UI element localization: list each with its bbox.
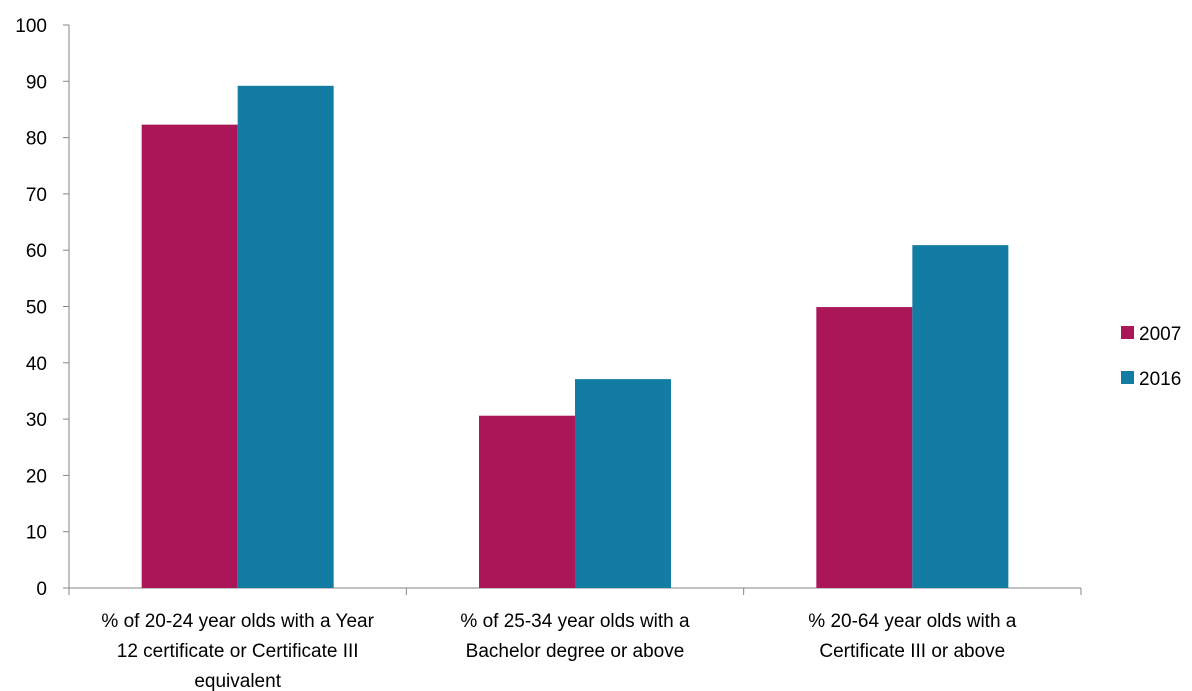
bar-2007-1 <box>141 124 238 588</box>
y-tick-label: 10 <box>26 523 47 544</box>
category-labels: % of 20-24 year olds with a Year 12 certi… <box>101 611 1016 691</box>
y-tick-label: 90 <box>26 72 47 93</box>
category-label: % 20-64 year olds with a Certificate III … <box>808 611 1016 662</box>
category-label: % of 25-34 year olds with a Bachelor degr… <box>460 611 690 662</box>
legend-swatch-2007 <box>1121 326 1134 339</box>
y-tick-label: 30 <box>26 410 47 431</box>
y-tick-label: 20 <box>26 466 47 487</box>
legend-swatch-2016 <box>1121 371 1134 384</box>
category-label-line: 12 certificate or Certificate III <box>117 641 359 662</box>
y-tick-label: 80 <box>26 129 47 150</box>
category-label-line: Certificate III or above <box>819 641 1005 662</box>
x-axis <box>68 587 1082 595</box>
category-label: % of 20-24 year olds with a Year 12 certi… <box>101 611 374 691</box>
bar-2016-2 <box>575 379 671 588</box>
bar-2007-2 <box>479 415 575 588</box>
y-tick-label: 50 <box>26 298 47 319</box>
category-label-line: % of 20-24 year olds with a Year <box>101 611 374 632</box>
legend-label-2007: 2007 <box>1139 324 1181 345</box>
category-label-line: Bachelor degree or above <box>466 641 685 662</box>
legend: 2007 2016 <box>1121 324 1181 390</box>
y-axis: 0 10 20 30 40 50 60 70 80 90 100 <box>15 16 70 600</box>
category-label-line: % 20-64 year olds with a <box>808 611 1016 632</box>
bar-2016-3 <box>912 245 1009 588</box>
bar-2007-3 <box>816 307 913 588</box>
y-tick-label: 60 <box>26 241 47 262</box>
y-tick-label: 40 <box>26 354 47 375</box>
bars <box>141 85 1009 588</box>
category-label-line: % of 25-34 year olds with a <box>460 611 690 632</box>
y-tick-label: 0 <box>36 579 47 600</box>
bar-2016-1 <box>237 85 334 588</box>
category-label-line: equivalent <box>194 671 281 691</box>
legend-label-2016: 2016 <box>1139 369 1181 390</box>
y-tick-label: 100 <box>15 16 47 37</box>
y-tick-label: 70 <box>26 185 47 206</box>
